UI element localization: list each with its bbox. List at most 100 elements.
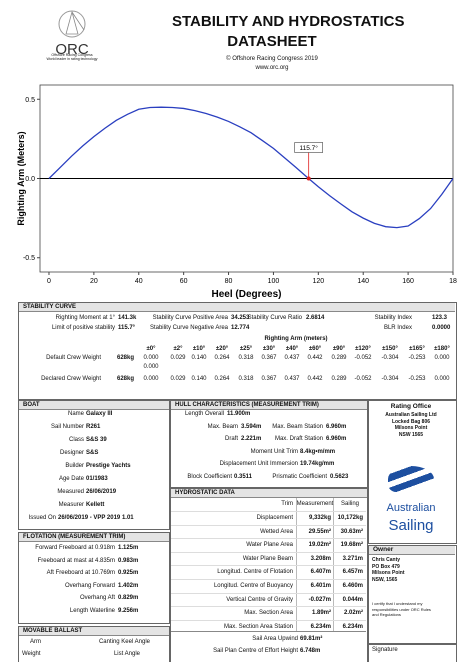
field-value: 2.6814	[306, 315, 325, 321]
righting-arm-value: 0.000	[434, 355, 450, 361]
sailing-value: 19.68m²	[340, 542, 363, 549]
field-value: 11.900m	[227, 411, 251, 417]
field-value: S&S	[86, 450, 99, 456]
x-tick-label: 120	[312, 278, 324, 285]
column-header: ±120°	[355, 346, 371, 352]
measurement-value: 9,332kg	[308, 515, 331, 521]
annotation-box	[294, 142, 323, 153]
righting-arm-value: -0.253	[408, 355, 426, 361]
field-value: 01/1983	[86, 476, 108, 482]
hull-box	[170, 400, 368, 488]
field-value: 0.0000	[432, 325, 451, 331]
sailing-value: 6.457m	[342, 569, 363, 576]
righting-arm-value: -0.304	[381, 376, 399, 382]
crew-label: Default Crew Weight	[46, 355, 101, 361]
field-label: Overhang Forward	[64, 582, 115, 589]
field-label: Arm	[30, 639, 41, 645]
x-tick-label: 40	[135, 278, 143, 285]
field-label: Longitud. Centre of Buoyancy	[213, 583, 293, 589]
column-header: Measurement	[296, 501, 334, 507]
address-line: NSW, 1565	[372, 576, 398, 583]
righting-arm-value: 0.367	[261, 376, 277, 382]
field-label: Stability Curve Positive Area	[152, 315, 228, 321]
field-value: 6.960m	[326, 423, 347, 430]
certify-text: responsibilities under ORC Rules	[372, 606, 431, 612]
field-label: Designer	[59, 450, 84, 456]
field-label: BLR Index	[383, 325, 412, 331]
righting-arm-value: 0.029	[170, 376, 186, 382]
righting-arm-value: 0.437	[284, 376, 300, 382]
field-label: Builder	[65, 463, 84, 469]
field-value: Prestige Yachts	[86, 463, 131, 469]
righting-arm-value: 0.264	[214, 376, 230, 382]
certify-text: I certify that I understand my	[372, 601, 423, 606]
righting-arm-value: 0.000	[143, 355, 159, 361]
y-tick-label: -0.5	[23, 255, 35, 262]
measurement-value: 6.407m	[310, 569, 331, 576]
sailing-value: 3.271m	[342, 555, 363, 562]
logo-text: Australian	[386, 502, 436, 514]
field-label: Aft Freeboard at 10.769m	[46, 570, 115, 576]
column-header: Trim	[281, 501, 293, 507]
field-value: 1.402m	[118, 582, 139, 589]
url: www.orc.org	[255, 65, 289, 71]
field-label: Max. Beam Station	[272, 423, 323, 430]
field-value: 0.925m	[118, 570, 139, 576]
address-line: PO Box 479	[372, 563, 400, 570]
address-line: Milsons Point	[372, 570, 405, 576]
righting-arm-value: 0.000	[434, 376, 450, 382]
field-label: Prismatic Coefficient	[272, 473, 327, 480]
sailing-value: 6.460m	[342, 583, 363, 589]
field-label: Vertical Centre of Gravity	[226, 596, 293, 603]
field-label: Displacement Unit Immersion	[219, 461, 298, 467]
field-label: Draft	[224, 436, 238, 442]
sailing-value: 30.63m²	[340, 528, 363, 535]
field-value: 0.983m	[118, 557, 139, 564]
field-label: Wetted Area	[260, 528, 293, 535]
crew-weight: 628kg	[116, 355, 134, 361]
field-label: Length Overall	[184, 411, 224, 417]
stability-box	[18, 302, 457, 400]
ballast-box	[18, 626, 170, 662]
section-title: HULL CHARACTERISTICS (MEASUREMENT TRIM)	[171, 401, 367, 410]
field-value: 8.4kg•m/mm	[300, 448, 336, 455]
righting-arm-value: -0.253	[408, 376, 426, 382]
section-title: BOAT	[19, 401, 169, 410]
field-label: Righting Moment at 1°	[55, 315, 115, 321]
row-divider	[171, 606, 366, 608]
logo	[58, 10, 86, 38]
section-title: HYDROSTATIC DATA	[171, 489, 367, 498]
field-value: 6.960m	[326, 436, 347, 442]
logo-text: ORC	[55, 41, 89, 58]
field-value: 9.256m	[118, 607, 139, 614]
field-value: Kellett	[86, 502, 105, 508]
field-label: Name	[67, 411, 84, 417]
field-value: 0.3511	[234, 473, 253, 480]
x-tick-label: 18	[449, 278, 457, 285]
field-label: Measurer	[58, 502, 84, 508]
righting-arm-value: 0.318	[238, 355, 254, 361]
righting-arm-value: 0.367	[261, 355, 277, 361]
measurement-value: 1.89m²	[311, 610, 331, 617]
measurement-value: 29.55m²	[308, 528, 331, 535]
sailing-value: 2.02m²	[343, 610, 363, 617]
field-label: Forward Freeboard at 0.918m	[35, 545, 115, 551]
row-divider	[171, 511, 366, 512]
section-title: Rating Office	[390, 403, 432, 410]
field-label: Age Date	[58, 476, 84, 482]
section-title: STABILITY CURVE	[19, 303, 455, 312]
field-value: Galaxy III	[86, 411, 113, 417]
field-label: Stability Index	[374, 315, 412, 321]
field-label: Stability Curve Ratio	[247, 315, 302, 321]
boat-box	[18, 400, 170, 530]
flotation-box	[18, 532, 170, 624]
field-label: Water Plane Beam	[242, 555, 293, 562]
field-value: 3.594m	[241, 423, 262, 430]
field-label: List Angle	[113, 651, 140, 657]
field-value: 115.7°	[118, 325, 136, 331]
righting-arm-value: 0.140	[191, 376, 207, 382]
field-label: Length Waterline	[69, 607, 115, 614]
sailing-value: 6.234m	[342, 623, 363, 630]
field-label: Water Plane Area	[246, 542, 293, 549]
certify-text: and Regulations	[372, 612, 401, 617]
